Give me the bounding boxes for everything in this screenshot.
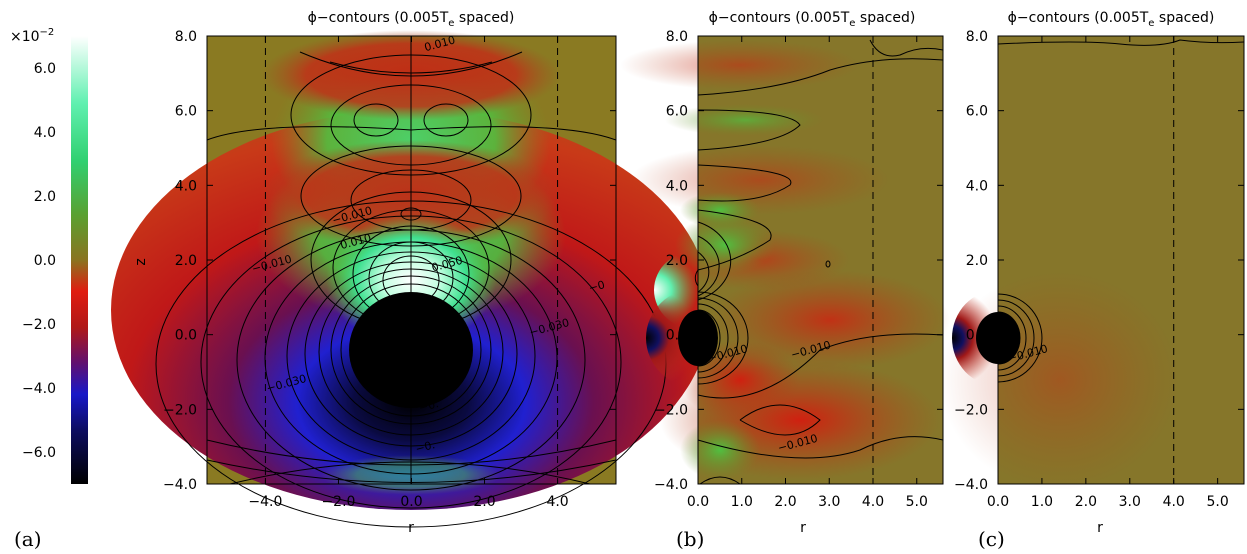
y-tick-label: −4.0 [163, 477, 197, 493]
panel-a-xlabel: r [408, 520, 414, 536]
colorbar: ×10−2 6.0 4.0 2.0 0.0 −2.0 −4.0 −6.0 [10, 27, 88, 484]
y-tick-label: 6.0 [175, 104, 197, 120]
y-tick-label: 8.0 [175, 29, 197, 45]
panel-a-yticks: −4.0 −2.0 0.0 2.0 4.0 6.0 8.0 [163, 29, 616, 493]
y-tick-label: 2.0 [175, 253, 197, 269]
colorbar-tick-label: 0.0 [34, 253, 56, 269]
x-tick-label: 4.0 [862, 494, 884, 510]
x-tick-label: 5.0 [1207, 494, 1229, 510]
y-tick-label: 0.0 [966, 328, 988, 344]
y-tick-label: −2.0 [654, 402, 688, 418]
contour-label: −0. [414, 438, 436, 456]
x-tick-label: 0.0 [687, 494, 709, 510]
x-tick-label: 3.0 [818, 494, 840, 510]
x-tick-label: −2.0 [321, 494, 355, 510]
panel-a-title: ϕ−contours (0.005Te spaced) [308, 10, 515, 29]
y-tick-label: −2.0 [954, 402, 988, 418]
contour-label: −0 [587, 278, 606, 295]
panel-b-yticks: −4.0 −2.0 0.0 2.0 4.0 6.0 8.0 [654, 29, 943, 493]
panel-b-xticks: 0.0 1.0 2.0 3.0 4.0 5.0 [687, 36, 928, 510]
colorbar-gradient [71, 36, 88, 484]
x-tick-label: 2.0 [473, 494, 495, 510]
y-tick-label: 2.0 [666, 253, 688, 269]
colorbar-tick-label: −6.0 [22, 445, 56, 461]
x-tick-label: 2.0 [774, 494, 796, 510]
panel-a-label: (a) [14, 527, 42, 551]
y-tick-label: −2.0 [163, 402, 197, 418]
panel-c-field [940, 270, 1180, 490]
x-tick-label: 5.0 [906, 494, 928, 510]
y-tick-label: −4.0 [954, 477, 988, 493]
colorbar-tick-label: 4.0 [34, 125, 56, 141]
colorbar-tick-label: −2.0 [22, 317, 56, 333]
panel-c-title: ϕ−contours (0.005Te spaced) [1008, 10, 1215, 29]
x-tick-label: 4.0 [546, 494, 568, 510]
colorbar-tick-label: 2.0 [34, 189, 56, 205]
contour-label: −0. [418, 397, 440, 415]
x-tick-label: 2.0 [1075, 494, 1097, 510]
panel-c-xticks: 0.0 1.0 2.0 3.0 4.0 5.0 [987, 36, 1229, 510]
y-tick-label: 4.0 [666, 178, 688, 194]
y-tick-label: −4.0 [654, 477, 688, 493]
panel-c-contours [997, 39, 1245, 383]
panel-a-xticks: −4.0 −2.0 0.0 2.0 4.0 [248, 36, 569, 510]
panel-b-xlabel: r [800, 520, 806, 536]
x-tick-label: 3.0 [1119, 494, 1141, 510]
y-tick-label: 6.0 [666, 104, 688, 120]
panel-b-title: ϕ−contours (0.005Te spaced) [709, 10, 916, 29]
panel-c-yticks: −4.0 −2.0 0.0 2.0 4.0 6.0 8.0 [954, 29, 1244, 493]
colorbar-ticks: 6.0 4.0 2.0 0.0 −2.0 −4.0 −6.0 [22, 61, 56, 461]
panel-b: −0.010−0.010−0.010 0.0 1.0 2.0 3.0 4.0 5.0 −4… [620, 10, 950, 551]
x-tick-label: 0.0 [400, 494, 422, 510]
x-tick-label: 4.0 [1163, 494, 1185, 510]
x-tick-label: 1.0 [731, 494, 753, 510]
y-tick-label: 0.0 [175, 328, 197, 344]
panel-c-xlabel: r [1097, 520, 1103, 536]
panel-c-label: (c) [978, 527, 1005, 551]
panel-a-dashed-lines [264, 36, 559, 484]
y-tick-label: 8.0 [666, 29, 688, 45]
y-tick-label: 2.0 [966, 253, 988, 269]
x-tick-label: 0.0 [987, 494, 1009, 510]
colorbar-exponent: ×10−2 [10, 27, 54, 45]
panel-c: −0.010 0.0 1.0 2.0 3.0 4.0 5.0 −4.0−2.00.02.0… [940, 10, 1245, 551]
colorbar-tick-label: 6.0 [34, 61, 56, 77]
colorbar-tick-label: −4.0 [22, 381, 56, 397]
x-tick-label: 1.0 [1031, 494, 1053, 510]
x-tick-label: −4.0 [248, 494, 282, 510]
y-tick-label: 6.0 [966, 104, 988, 120]
y-tick-label: 0.0 [666, 328, 688, 344]
panel-a-ylabel: z [133, 258, 149, 265]
y-tick-label: 4.0 [175, 178, 197, 194]
y-tick-label: 8.0 [966, 29, 988, 45]
y-tick-label: 4.0 [966, 178, 988, 194]
panel-b-label: (b) [676, 527, 704, 551]
